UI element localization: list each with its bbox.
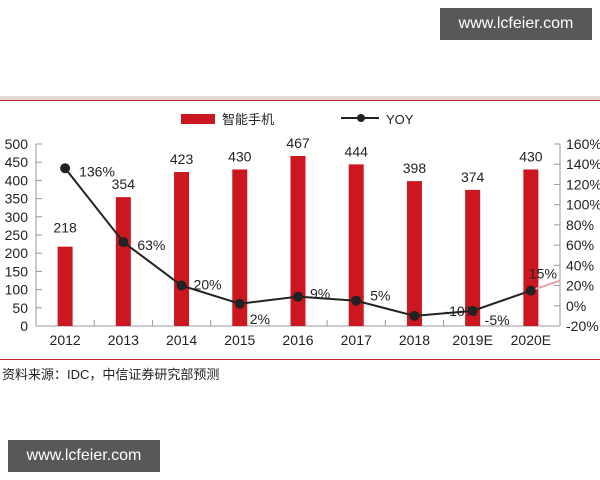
left-axis-label: 350 (5, 191, 29, 207)
right-axis-label: 20% (566, 278, 594, 294)
x-axis-label: 2018 (399, 332, 430, 348)
bar (348, 164, 364, 326)
right-axis-label: 60% (566, 237, 594, 253)
watermark-bottom: www.lcfeier.com (8, 440, 160, 472)
bar (57, 246, 73, 326)
yoy-point (176, 280, 187, 291)
yoy-value-label: 9% (310, 286, 330, 302)
right-axis-label: 100% (566, 197, 600, 213)
right-axis-label: 160% (566, 136, 600, 152)
right-axis-label: 40% (566, 257, 594, 273)
left-axis-label: 100 (5, 282, 29, 298)
yoy-value-label: 136% (79, 163, 115, 179)
watermark-top: www.lcfeier.com (440, 8, 592, 40)
left-axis-label: 200 (5, 245, 29, 261)
chart: 0 50 100 150 200 250 300 350 400 450 500 -20% 0% 20% 4… (5, 112, 600, 348)
bar (290, 156, 306, 326)
x-axis-label: 2020E (511, 332, 551, 348)
yoy-value-label: 5% (370, 288, 390, 304)
bar-value-label: 444 (345, 143, 369, 159)
bar (115, 197, 131, 326)
left-axis-label: 300 (5, 209, 29, 225)
legend-swatch-bar (181, 114, 215, 124)
bar-value-label: 430 (519, 148, 543, 164)
left-axis-label: 50 (12, 300, 28, 316)
left-axis-label: 400 (5, 172, 29, 188)
x-axis-label: 2013 (108, 332, 139, 348)
right-axis-label: 80% (566, 217, 594, 233)
bar-value-label: 467 (286, 135, 310, 151)
left-axis-label: 500 (5, 136, 29, 152)
bar (523, 169, 539, 326)
yoy-value-label: 63% (137, 237, 165, 253)
yoy-value-label: -10% (444, 303, 477, 319)
yoy-leader-line (530, 279, 561, 292)
x-axis-label: 2015 (224, 332, 255, 348)
header-band (0, 96, 600, 100)
x-axis-label: 2017 (341, 332, 372, 348)
yoy-point (351, 295, 362, 306)
right-axis-label: 120% (566, 176, 600, 192)
yoy-point (409, 310, 420, 321)
legend-marker-line (357, 114, 365, 122)
x-axis-label: 2014 (166, 332, 197, 348)
yoy-point (234, 298, 245, 309)
source-note: 资料来源：IDC，中信证券研究部预测 (2, 367, 220, 382)
bar-value-label: 423 (170, 151, 194, 167)
bar-value-label: 374 (461, 169, 485, 185)
legend-label-bar: 智能手机 (222, 112, 274, 127)
yoy-point (60, 163, 71, 174)
x-axis-label: 2016 (282, 332, 313, 348)
legend-label-line: YOY (386, 112, 414, 127)
right-axis-label: -20% (566, 318, 599, 334)
right-axis-label: 0% (566, 298, 586, 314)
yoy-point (293, 291, 303, 302)
yoy-point (467, 305, 478, 316)
left-axis-label: 0 (20, 318, 28, 334)
bar-value-label: 354 (112, 176, 136, 192)
yoy-value-label: 2% (250, 311, 270, 327)
left-axis-label: 250 (5, 227, 29, 243)
yoy-point (118, 237, 129, 248)
yoy-point (525, 285, 536, 296)
x-axis-label: 2019E (452, 332, 492, 348)
bar-value-label: 430 (228, 148, 252, 164)
bottom-divider (0, 359, 600, 360)
bar (174, 172, 190, 326)
bar (465, 189, 481, 326)
top-divider (0, 100, 600, 101)
left-axis-label: 150 (5, 263, 29, 279)
bar (406, 181, 422, 326)
x-axis-label: 2012 (50, 332, 81, 348)
bar-value-label: 398 (403, 160, 427, 176)
left-axis-label: 450 (5, 154, 29, 170)
yoy-value-label: -5% (485, 312, 510, 328)
bar (232, 169, 248, 326)
right-axis-label: 140% (566, 156, 600, 172)
yoy-value-label: 20% (194, 277, 222, 293)
bar-value-label: 218 (53, 220, 77, 236)
yoy-value-label: 15% (529, 266, 557, 282)
